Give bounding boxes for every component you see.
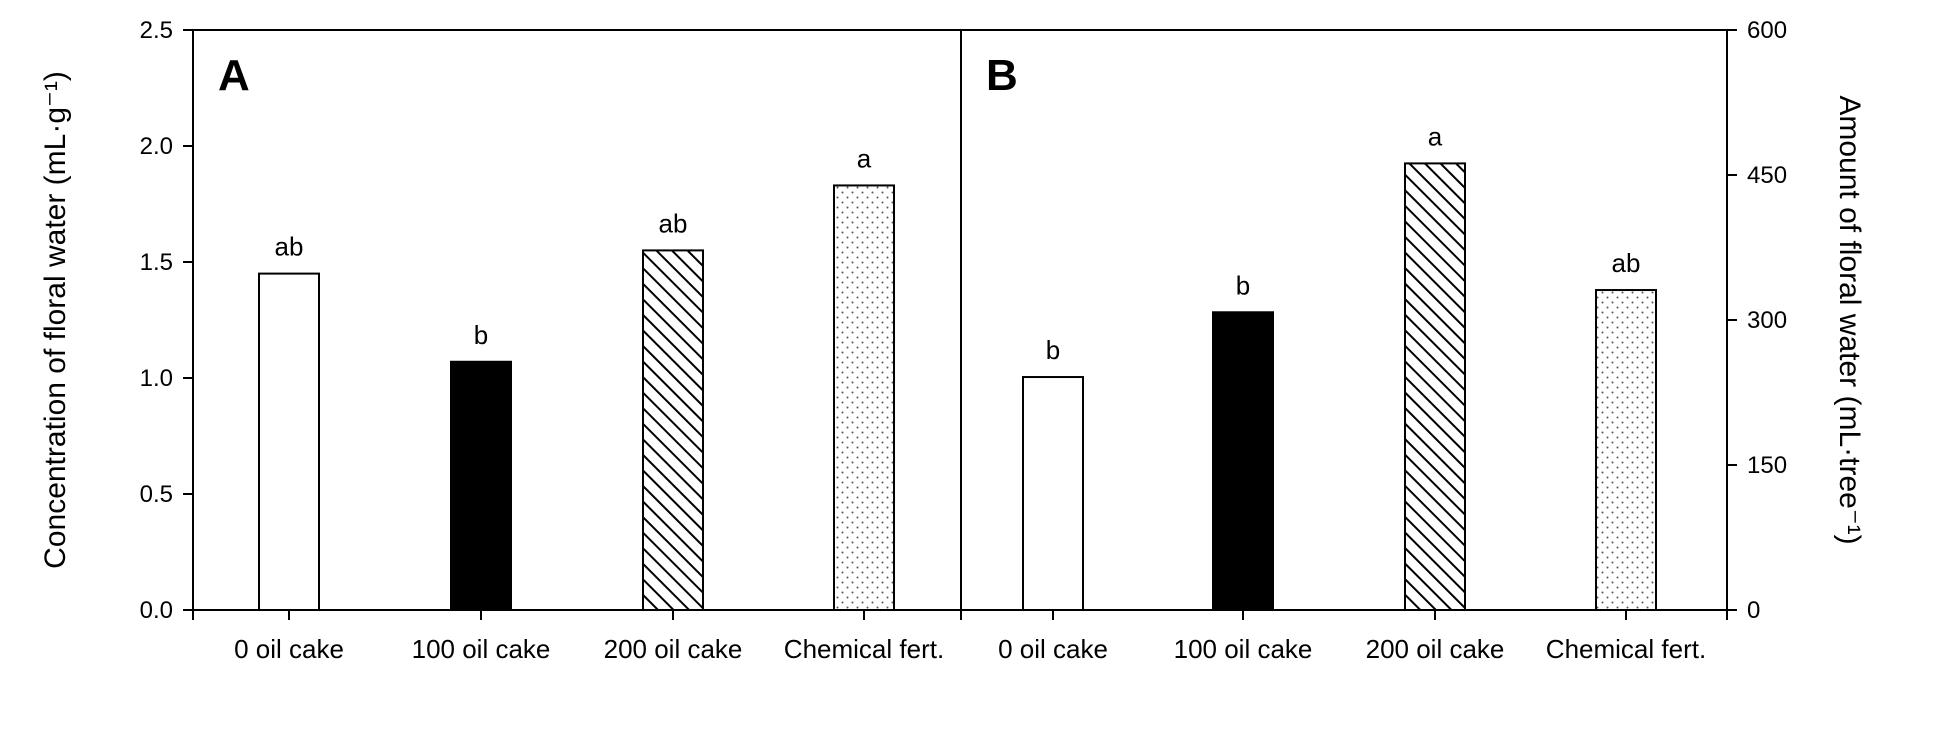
bar-a-2 (642, 249, 704, 611)
x-category-label: Chemical fert. (1546, 634, 1706, 664)
y-tick-label-right: 600 (1747, 17, 1787, 44)
significance-label: ab (659, 208, 688, 238)
y-axis-title-right: Amount of floral water (mL·tree⁻¹) (1833, 95, 1866, 544)
x-category-label: Chemical fert. (784, 634, 944, 664)
bar-a-0 (258, 272, 320, 611)
y-tick-label-left: 0.5 (140, 481, 173, 508)
bar-a-1 (450, 360, 512, 612)
significance-label: ab (275, 232, 304, 262)
significance-label: b (1046, 335, 1060, 365)
bar-b-1 (1212, 311, 1274, 611)
y-tick-label-left: 1.5 (140, 249, 173, 276)
significance-label: ab (1612, 248, 1641, 278)
significance-label: a (857, 143, 872, 173)
x-category-label: 0 oil cake (234, 634, 344, 664)
x-category-label: 200 oil cake (604, 634, 743, 664)
y-tick-label-left: 0.0 (140, 597, 173, 624)
y-tick-label-left: 2.0 (140, 133, 173, 160)
bar-b-2 (1404, 162, 1466, 611)
panel-label-a: A (218, 51, 250, 100)
x-category-label: 0 oil cake (998, 634, 1108, 664)
y-tick-label-left: 2.5 (140, 17, 173, 44)
y-tick-label-left: 1.0 (140, 365, 173, 392)
panel-label-b: B (986, 51, 1018, 100)
x-category-label: 100 oil cake (1174, 634, 1313, 664)
x-category-label: 100 oil cake (412, 634, 551, 664)
y-tick-label-right: 450 (1747, 162, 1787, 189)
significance-label: a (1428, 121, 1443, 151)
y-tick-label-right: 300 (1747, 307, 1787, 334)
x-category-label: 200 oil cake (1366, 634, 1505, 664)
significance-label: b (1236, 270, 1250, 300)
y-tick-label-right: 150 (1747, 452, 1787, 479)
bar-b-3 (1595, 289, 1657, 611)
y-tick-label-right: 0 (1747, 597, 1760, 624)
significance-label: b (474, 320, 488, 350)
bar-b-0 (1022, 376, 1084, 611)
bar-a-3 (833, 184, 895, 611)
y-axis-title-left: Concentration of floral water (mL·g⁻¹) (39, 71, 72, 569)
